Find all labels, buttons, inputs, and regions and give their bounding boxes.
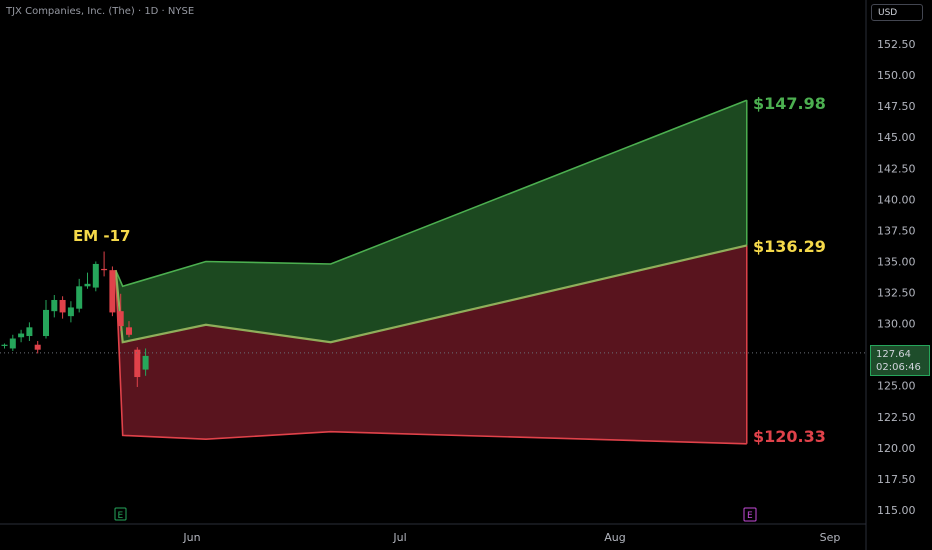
candle-body [9, 338, 16, 349]
candle [9, 334, 16, 351]
price-tick-label: 135.00 [877, 255, 916, 268]
candle [134, 347, 141, 387]
candle [76, 278, 83, 313]
price-tick-label: 150.00 [877, 69, 916, 82]
candle-body [92, 263, 99, 288]
price-tick-label: 152.50 [877, 38, 916, 51]
upper-target-label: $147.98 [753, 94, 826, 113]
candle [126, 321, 132, 338]
em-label: EM -17 [73, 227, 131, 245]
candle [67, 301, 74, 323]
earnings-marker-past-label: E [118, 511, 124, 521]
upper-band-line [114, 99, 748, 288]
candle [43, 299, 49, 339]
candle [51, 295, 58, 318]
candle [59, 296, 66, 319]
candle [34, 340, 41, 354]
candle [101, 251, 108, 277]
price-tick-label: 122.50 [877, 411, 916, 424]
candle [18, 329, 25, 343]
earnings-marker-upcoming[interactable]: E [743, 507, 757, 522]
last-price-value: 127.64 [876, 349, 911, 360]
symbol-header: TJX Companies, Inc. (The) · 1D · NYSE [6, 6, 195, 17]
candle-body [26, 327, 33, 337]
currency-button[interactable]: USD [871, 4, 923, 21]
candle [117, 293, 124, 332]
candle-body [51, 299, 58, 312]
lower-band-line [114, 270, 747, 445]
candle-body [76, 286, 83, 309]
price-tick-label: 117.50 [877, 473, 916, 486]
candle [92, 261, 99, 292]
candle-body [142, 355, 149, 370]
candle [109, 266, 116, 317]
price-tick-label: 145.00 [877, 131, 916, 144]
bar-countdown: 02:06:46 [876, 362, 921, 373]
price-tick-label: 142.50 [877, 162, 916, 175]
time-tick-label: Jul [392, 531, 406, 544]
candle-body [134, 349, 141, 378]
price-tick-label: 140.00 [877, 193, 916, 206]
candle-body [1, 344, 8, 346]
candlesticks [1, 251, 149, 387]
expected-move-bands [114, 99, 748, 445]
lower-band-area [115, 245, 747, 444]
time-tick-label: Aug [604, 531, 625, 544]
candle-body [84, 283, 91, 287]
candle-body [43, 309, 49, 337]
price-tick-label: 137.50 [877, 224, 916, 237]
candle [84, 272, 91, 289]
price-axis[interactable]: 152.50 150.00 147.50 145.00 142.50 140.00 137.… [877, 38, 916, 517]
price-tick-label: 120.00 [877, 442, 916, 455]
candle-body [126, 327, 132, 335]
candle [26, 322, 33, 341]
mid-target-label: $136.29 [753, 237, 826, 256]
time-tick-label: Sep [820, 531, 841, 544]
price-tick-label: 125.00 [877, 380, 916, 393]
candle-body [67, 307, 74, 317]
candle [142, 348, 149, 376]
candle-body [34, 344, 41, 350]
price-tick-label: 147.50 [877, 100, 916, 113]
candle-body [101, 268, 108, 271]
candle-body [109, 270, 116, 313]
time-axis[interactable]: Jun Jul Aug Sep [182, 531, 840, 544]
price-tick-label: 115.00 [877, 504, 916, 517]
price-tick-label: 132.50 [877, 287, 916, 300]
candle-body [59, 299, 66, 313]
candle [1, 343, 8, 349]
time-tick-label: Jun [182, 531, 200, 544]
earnings-marker-past[interactable]: E [114, 507, 127, 521]
lower-target-label: $120.33 [753, 427, 826, 446]
last-price-tag: 127.64 02:06:46 [870, 345, 930, 376]
candle-body [117, 311, 124, 327]
price-tick-label: 130.00 [877, 318, 916, 331]
earnings-marker-upcoming-label: E [747, 511, 753, 521]
candle-body [18, 333, 25, 338]
